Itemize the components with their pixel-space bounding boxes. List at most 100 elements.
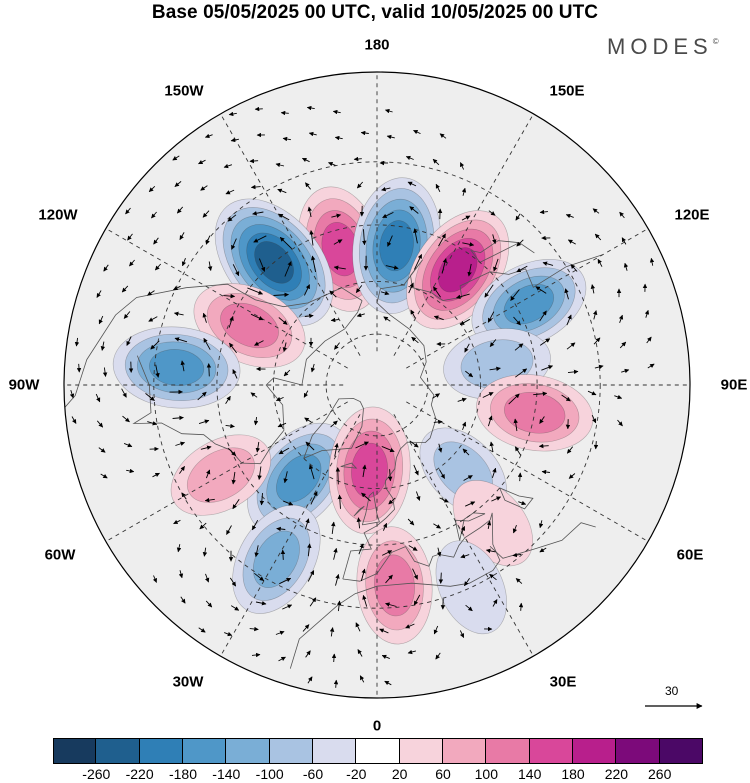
- colorbar-tick-label: -180: [168, 766, 198, 782]
- coastline: [132, 300, 363, 465]
- anomaly-field: [112, 177, 594, 645]
- wind-arrow: [461, 421, 467, 431]
- wind-arrow: [387, 469, 393, 482]
- wind-arrow: [539, 416, 545, 424]
- wind-arrow: [98, 315, 104, 325]
- wind-arrow: [433, 625, 439, 635]
- wind-arrow: [259, 493, 265, 506]
- anomaly-contour: [220, 302, 279, 349]
- wind-arrow: [508, 393, 520, 405]
- meridian-line: [105, 228, 348, 369]
- wind-arrow: [649, 257, 655, 266]
- wind-arrow: [277, 422, 287, 428]
- wind-arrow: [568, 473, 576, 479]
- wind-arrow: [489, 366, 501, 372]
- wind-arrow: [333, 239, 343, 245]
- wind-arrow: [362, 594, 368, 607]
- wind-arrow: [303, 284, 311, 296]
- wind-arrow: [181, 258, 187, 267]
- wind-arrow: [413, 464, 419, 476]
- wind-arrow: [493, 258, 499, 272]
- wind-arrow: [407, 518, 415, 526]
- wind-arrow: [126, 336, 132, 346]
- wind-arrow: [203, 337, 211, 350]
- anomaly-contour: [379, 220, 414, 272]
- lon-label-60e: 60E: [676, 546, 704, 564]
- wind-arrow: [257, 466, 262, 480]
- colorbar-swatch: [53, 738, 97, 764]
- colorbar-swatch: [313, 738, 357, 764]
- colorbar-tick-label: 100: [474, 766, 498, 782]
- wind-arrow: [441, 258, 448, 274]
- wind-arrow: [491, 467, 497, 478]
- wind-arrow: [204, 133, 213, 139]
- wind-arrow: [275, 162, 285, 168]
- colorbar-swatch: [399, 738, 443, 764]
- wind-arrow: [487, 311, 495, 323]
- wind-arrow: [432, 158, 440, 166]
- wind-arrow: [96, 420, 104, 428]
- wind-arrow: [176, 206, 184, 214]
- wind-arrow: [644, 309, 650, 318]
- wind-arrow: [251, 519, 259, 531]
- colorbar-tick-label: 20: [391, 766, 408, 782]
- wind-arrow: [516, 265, 528, 273]
- wind-arrow: [330, 317, 339, 323]
- wind-arrow: [228, 111, 237, 117]
- wind-arrow: [202, 210, 210, 218]
- wind-arrow: [617, 419, 623, 427]
- map-title: Base 05/05/2025 00 UTC, valid 10/05/2025…: [151, 2, 599, 23]
- brand-name: MODES: [607, 34, 713, 59]
- wind-arrow: [387, 235, 393, 247]
- wind-arrow: [432, 393, 440, 399]
- wind-arrow: [360, 568, 366, 582]
- wind-arrow: [329, 627, 335, 637]
- wind-arrow: [279, 236, 293, 250]
- wind-arrow: [512, 552, 522, 558]
- wind-arrow: [126, 468, 135, 474]
- colorbar-tick-label: 260: [648, 766, 672, 782]
- wind-arrow: [538, 443, 549, 449]
- wind-arrow: [152, 575, 157, 583]
- wind-arrow: [333, 547, 338, 560]
- wind-arrow: [253, 235, 267, 243]
- wind-arrow: [621, 237, 627, 245]
- wind-arrow: [198, 419, 210, 425]
- wind-arrow: [333, 679, 339, 688]
- wind-arrow: [381, 186, 391, 192]
- colorbar-tick-label: 220: [604, 766, 629, 782]
- wind-arrow: [282, 604, 293, 610]
- wind-arrow: [619, 341, 627, 349]
- wind-arrow: [227, 214, 237, 222]
- lon-label-90e: 90E: [720, 376, 748, 394]
- wind-arrow: [202, 547, 208, 557]
- wind-arrow: [564, 288, 569, 300]
- wind-arrow: [305, 182, 311, 190]
- wind-arrow: [307, 543, 312, 557]
- wind-arrow: [384, 108, 393, 114]
- wind-arrow: [232, 498, 240, 510]
- wind-arrow: [333, 265, 346, 270]
- wind-arrow: [407, 181, 417, 187]
- wind-arrow: [330, 420, 338, 428]
- wind-arrow: [304, 518, 310, 530]
- wind-arrow: [282, 136, 291, 142]
- wind-arrow: [489, 441, 494, 453]
- brand-logo: MODES©: [607, 34, 719, 60]
- wind-arrow: [355, 441, 369, 449]
- wind-arrow: [593, 441, 599, 450]
- wind-arrow: [231, 238, 237, 250]
- wind-arrow: [566, 314, 572, 326]
- wind-arrow: [385, 602, 397, 607]
- wind-arrow: [385, 265, 399, 270]
- colorbar-tick-label: 180: [561, 766, 585, 782]
- wind-arrow: [197, 391, 207, 401]
- wind-arrow: [567, 369, 579, 375]
- wind-arrow: [460, 553, 470, 559]
- copyright-mark: ©: [712, 37, 719, 46]
- wind-arrow: [227, 447, 237, 457]
- wind-arrow: [515, 213, 521, 221]
- wind-arrow: [255, 441, 261, 453]
- wind-arrow: [172, 415, 184, 421]
- wind-arrow: [465, 501, 476, 507]
